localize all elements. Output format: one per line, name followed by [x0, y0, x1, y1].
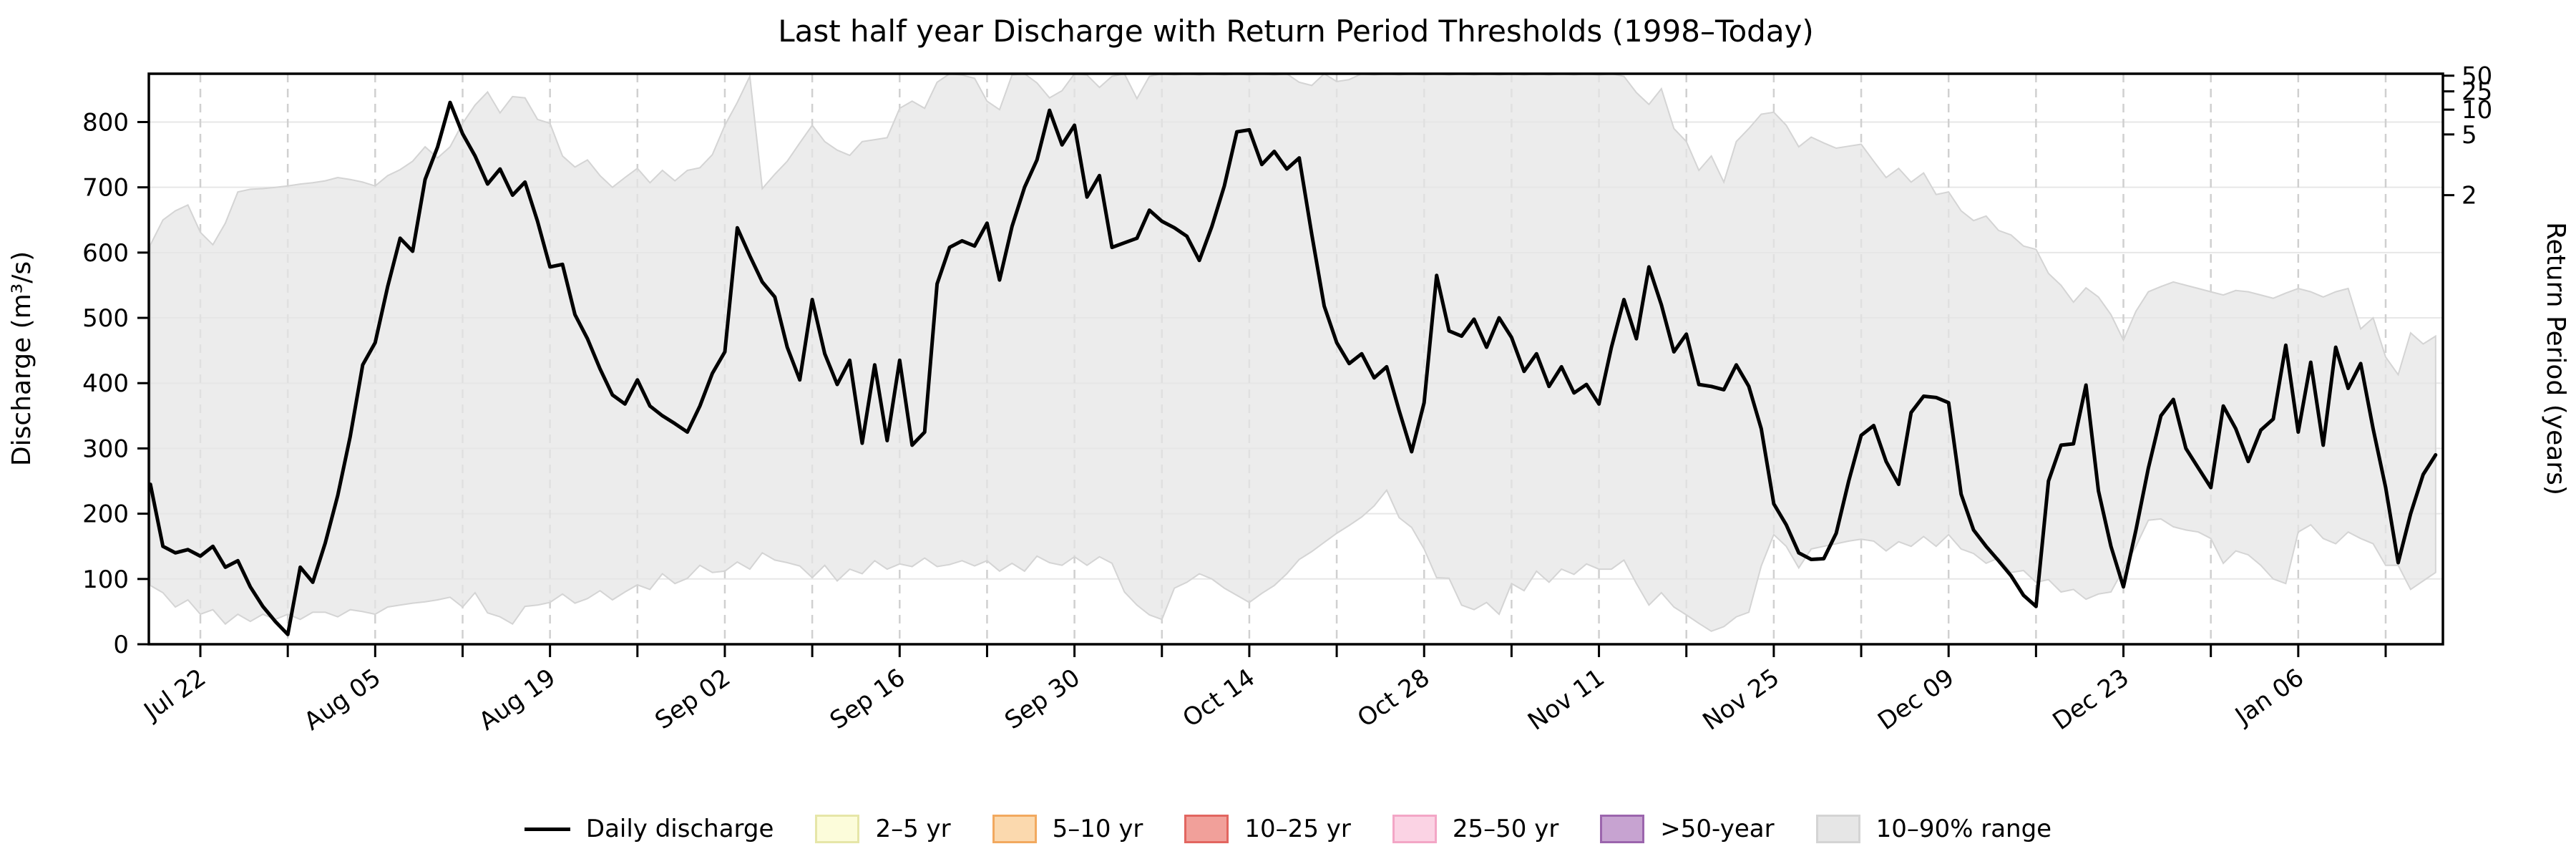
legend-label: Daily discharge: [585, 815, 774, 843]
y-tick-label-left: 300: [82, 435, 129, 463]
legend-item: >50-year: [1600, 815, 1775, 843]
chart-title: Last half year Discharge with Return Per…: [778, 14, 1814, 49]
axes-spines: [147, 72, 2444, 646]
legend-label: 10–90% range: [1875, 815, 2052, 843]
legend-item: 10–90% range: [1815, 815, 2052, 843]
legend-item: 5–10 yr: [992, 815, 1143, 843]
legend-box-swatch: [1600, 815, 1645, 843]
legend-box-swatch: [1392, 815, 1437, 843]
y-tick-label-left: 500: [82, 304, 129, 333]
y-axis-label-right: Return Period (years): [2541, 222, 2570, 495]
band-area: [150, 74, 2436, 632]
x-tick-label: Dec 09: [1873, 664, 1959, 737]
x-tick-label: Oct 28: [1352, 664, 1435, 733]
legend-label: 10–25 yr: [1244, 815, 1351, 843]
legend-item: 10–25 yr: [1184, 815, 1351, 843]
x-tick-label: Sep 16: [825, 664, 911, 736]
y-axis-label-left: Discharge (m³/s): [7, 251, 36, 466]
x-tick-label: Aug 05: [299, 664, 386, 737]
x-tick-label: Jan 06: [2229, 664, 2309, 732]
x-tick-label: Sep 02: [650, 664, 736, 736]
y-tick-label-left: 100: [82, 566, 129, 594]
x-tick-label: Dec 23: [2048, 664, 2135, 737]
x-tick-label: Nov 11: [1523, 664, 1610, 737]
legend-label: 5–10 yr: [1052, 815, 1143, 843]
y-tick-label-left: 400: [82, 369, 129, 398]
legend-item: 25–50 yr: [1392, 815, 1558, 843]
y-tick-label-left: 200: [82, 500, 129, 529]
legend-item: Daily discharge: [524, 815, 774, 843]
y-tick-label-right: 25: [2462, 78, 2492, 107]
y-tick-label-right: 50: [2462, 62, 2492, 91]
daily-discharge-line: [149, 100, 2438, 636]
plot-frame: [147, 72, 2444, 646]
legend-item: 2–5 yr: [815, 815, 951, 843]
legend-label: >50-year: [1660, 815, 1775, 843]
y-tick-label-right: 5: [2462, 121, 2477, 150]
y-tick-label-left: 600: [82, 239, 129, 268]
y-tick-label-left: 0: [113, 631, 129, 659]
legend-label: 25–50 yr: [1452, 815, 1559, 843]
y-tick-label-left: 700: [82, 174, 129, 203]
x-tick-label: Aug 19: [474, 664, 561, 737]
discharge-path: [149, 100, 2438, 636]
y-tick-label-right: 10: [2462, 96, 2492, 125]
y-tick-label-right: 2: [2462, 182, 2477, 210]
x-tick-label: Jul 22: [138, 664, 211, 727]
legend-box-swatch: [1184, 815, 1229, 843]
x-tick-label: Nov 25: [1697, 664, 1785, 737]
x-tick-label: Sep 30: [1000, 664, 1085, 736]
chart-legend: Daily discharge 2–5 yr 5–10 yr 10–25 yr 25–5…: [0, 815, 2576, 843]
legend-label: 2–5 yr: [875, 815, 951, 843]
legend-box-swatch: [1815, 815, 1860, 843]
legend-box-swatch: [815, 815, 860, 843]
legend-box-swatch: [992, 815, 1037, 843]
legend-line-swatch: [524, 827, 570, 831]
x-tick-label: Oct 14: [1178, 664, 1260, 733]
percentile-band: [150, 74, 2436, 632]
y-tick-label-left: 800: [82, 108, 129, 137]
